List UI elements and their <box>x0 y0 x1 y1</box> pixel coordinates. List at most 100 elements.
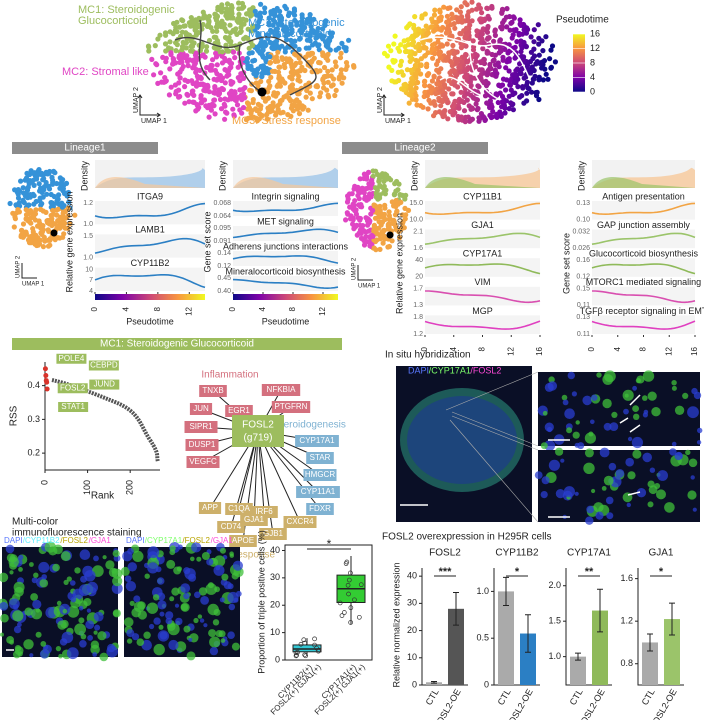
axis-label: UMAP 2 <box>377 87 384 113</box>
node-label: STAR <box>310 453 331 462</box>
row-tick-label: 0.45 <box>217 275 231 282</box>
decor <box>536 96 542 103</box>
decor <box>450 112 456 118</box>
decor <box>297 36 303 42</box>
y-tick-label: 1.6 <box>620 573 633 583</box>
decor <box>419 15 425 21</box>
decor <box>458 114 464 120</box>
decor <box>177 59 183 65</box>
axis-label: Relative gene expression <box>394 213 404 314</box>
decor <box>219 85 225 92</box>
decor <box>112 576 123 587</box>
decor <box>517 21 523 27</box>
row-tick-label: 1.8 <box>413 314 423 321</box>
decor <box>669 448 677 456</box>
decor <box>344 210 350 216</box>
decor <box>147 562 159 574</box>
decor <box>126 638 133 644</box>
decor <box>231 572 239 580</box>
decor <box>232 97 238 103</box>
decor <box>41 184 48 190</box>
decor <box>691 387 698 395</box>
decor <box>447 5 453 11</box>
decor <box>52 563 60 572</box>
decor <box>367 234 373 240</box>
decor <box>402 81 408 87</box>
decor <box>533 90 539 96</box>
decor <box>523 44 530 50</box>
decor <box>232 228 339 239</box>
decor <box>78 617 85 624</box>
decor <box>228 60 234 67</box>
point-label: STAT1 <box>61 402 85 411</box>
decor <box>317 32 324 38</box>
node-label: CXCR4 <box>286 517 314 526</box>
decor <box>199 100 205 106</box>
decor <box>495 60 501 66</box>
decor <box>444 41 450 47</box>
decor <box>446 50 452 56</box>
row-tick-label: 10 <box>85 267 93 274</box>
decor <box>255 30 261 37</box>
point <box>44 386 50 392</box>
axis-label: UMAP 2 <box>133 87 140 113</box>
gene-name: MGP <box>472 306 493 316</box>
decor <box>111 568 117 574</box>
decor <box>555 447 564 456</box>
decor <box>186 651 196 661</box>
decor <box>285 58 291 64</box>
decor <box>274 5 280 12</box>
y-tick-label: 0.8 <box>620 658 633 668</box>
node-label: NFKBIA <box>267 385 297 394</box>
decor <box>657 470 668 481</box>
decor <box>432 51 438 57</box>
decor <box>173 40 179 46</box>
decor <box>534 471 543 479</box>
decor <box>232 90 238 96</box>
decor <box>583 462 595 474</box>
decor <box>540 77 546 83</box>
decor <box>235 19 241 25</box>
decor <box>162 75 168 81</box>
decor <box>500 57 506 63</box>
y-tick-label: 30 <box>407 598 417 608</box>
decor <box>305 107 311 113</box>
decor <box>361 190 367 196</box>
row-tick-label: 0.10 <box>576 216 590 223</box>
decor <box>284 26 290 32</box>
decor <box>186 456 220 468</box>
decor <box>275 49 281 55</box>
decor <box>450 42 456 49</box>
decor <box>212 619 220 626</box>
pathway-name: Glucocorticoid biosynthesis <box>589 249 699 259</box>
decor <box>13 625 22 634</box>
decor <box>585 516 594 525</box>
decor <box>177 75 183 81</box>
decor <box>692 507 697 512</box>
decor <box>70 580 76 586</box>
decor <box>80 633 87 640</box>
decor <box>381 227 387 234</box>
decor <box>171 587 180 596</box>
decor <box>206 13 212 19</box>
decor <box>270 17 276 23</box>
decor <box>7 200 13 207</box>
decor <box>590 419 595 425</box>
decor <box>344 63 350 69</box>
decor <box>402 205 408 211</box>
decor <box>200 9 206 15</box>
decor <box>257 42 263 48</box>
decor <box>533 61 539 67</box>
decor <box>427 89 433 95</box>
decor <box>367 240 373 246</box>
decor <box>256 19 262 25</box>
decor <box>230 49 237 55</box>
row-tick-label: 7 <box>89 277 93 284</box>
decor <box>503 65 509 71</box>
cluster-label: MC1: Steroidogenic <box>78 4 175 16</box>
decor <box>674 405 685 415</box>
decor <box>157 32 163 38</box>
stain-legend: /FOSL2 <box>470 365 501 375</box>
decor <box>480 26 486 32</box>
node-label: EGR1 <box>228 406 250 415</box>
